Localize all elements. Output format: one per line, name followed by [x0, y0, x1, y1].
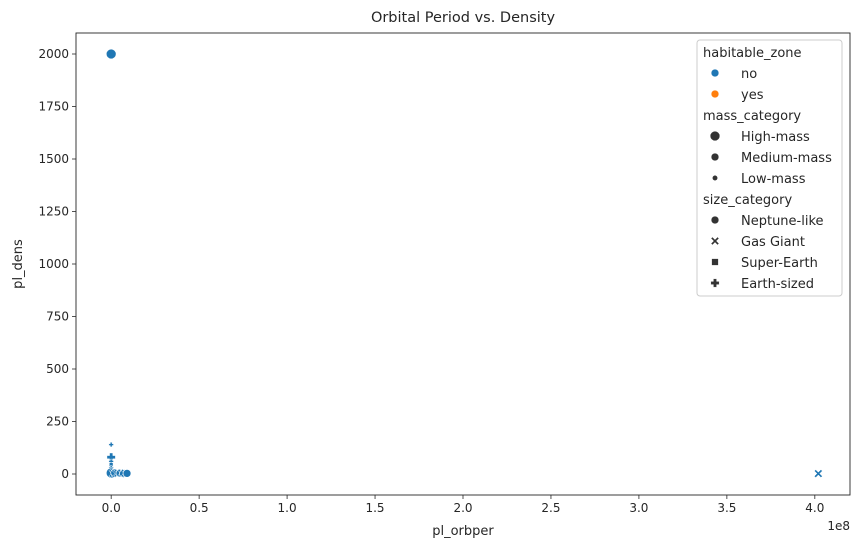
legend-marker — [710, 278, 720, 288]
legend-marker — [710, 215, 720, 225]
legend-group-title: mass_category — [703, 109, 801, 124]
legend-entry-label: Earth-sized — [741, 277, 814, 292]
legend-marker — [710, 89, 720, 99]
x-tick-label: 0.0 — [102, 501, 121, 515]
x-tick-label: 0.5 — [190, 501, 209, 515]
legend-entry-label: Neptune-like — [741, 214, 824, 229]
legend-entry-label: no — [741, 67, 757, 82]
y-tick-label: 1500 — [38, 152, 69, 166]
y-tick-label: 1750 — [38, 100, 69, 114]
x-tick-label: 1.0 — [278, 501, 297, 515]
y-tick-label: 750 — [46, 310, 69, 324]
legend-entry-label: Low-mass — [741, 172, 806, 187]
data-point — [105, 48, 117, 60]
legend-marker — [710, 236, 720, 246]
legend-group-title: size_category — [703, 193, 792, 208]
data-point — [122, 469, 132, 478]
x-axis-label: pl_orbper — [432, 524, 494, 539]
y-tick-label: 2000 — [38, 47, 69, 61]
data-point — [108, 442, 114, 448]
legend-box — [696, 39, 843, 297]
y-tick-label: 0 — [61, 467, 69, 481]
x-tick-label: 1.5 — [365, 501, 384, 515]
x-tick-label: 2.0 — [453, 501, 472, 515]
data-points — [105, 48, 823, 479]
x-axis-offset-text: 1e8 — [827, 519, 850, 533]
legend-marker — [711, 174, 719, 182]
legend-entry-label: yes — [741, 88, 764, 103]
legend-marker — [711, 258, 719, 266]
legend-group-title: habitable_zone — [703, 46, 802, 61]
data-point — [813, 469, 823, 478]
y-tick-label: 1250 — [38, 205, 69, 219]
y-tick-label: 250 — [46, 415, 69, 429]
legend-marker — [710, 68, 720, 78]
axis-ticks: 0.0 0.5 1.0 1.5 2.0 2.5 3.0 3.5 4.0 0 250 500 750 100… — [38, 47, 824, 515]
legend-entry-label: Gas Giant — [741, 235, 805, 250]
legend-marker — [709, 130, 721, 142]
x-tick-label: 3.5 — [717, 501, 736, 515]
legend-entry-label: Medium-mass — [741, 151, 832, 166]
legend-entry-label: High-mass — [741, 130, 810, 145]
x-tick-label: 2.5 — [541, 501, 560, 515]
x-tick-label: 4.0 — [805, 501, 824, 515]
chart-title: Orbital Period vs. Density — [371, 10, 556, 26]
y-axis-label: pl_dens — [11, 239, 26, 289]
legend-marker — [710, 152, 720, 162]
legend-entry-label: Super-Earth — [741, 256, 818, 271]
x-tick-label: 3.0 — [629, 501, 648, 515]
y-tick-label: 1000 — [38, 257, 69, 271]
y-tick-label: 500 — [46, 362, 69, 376]
